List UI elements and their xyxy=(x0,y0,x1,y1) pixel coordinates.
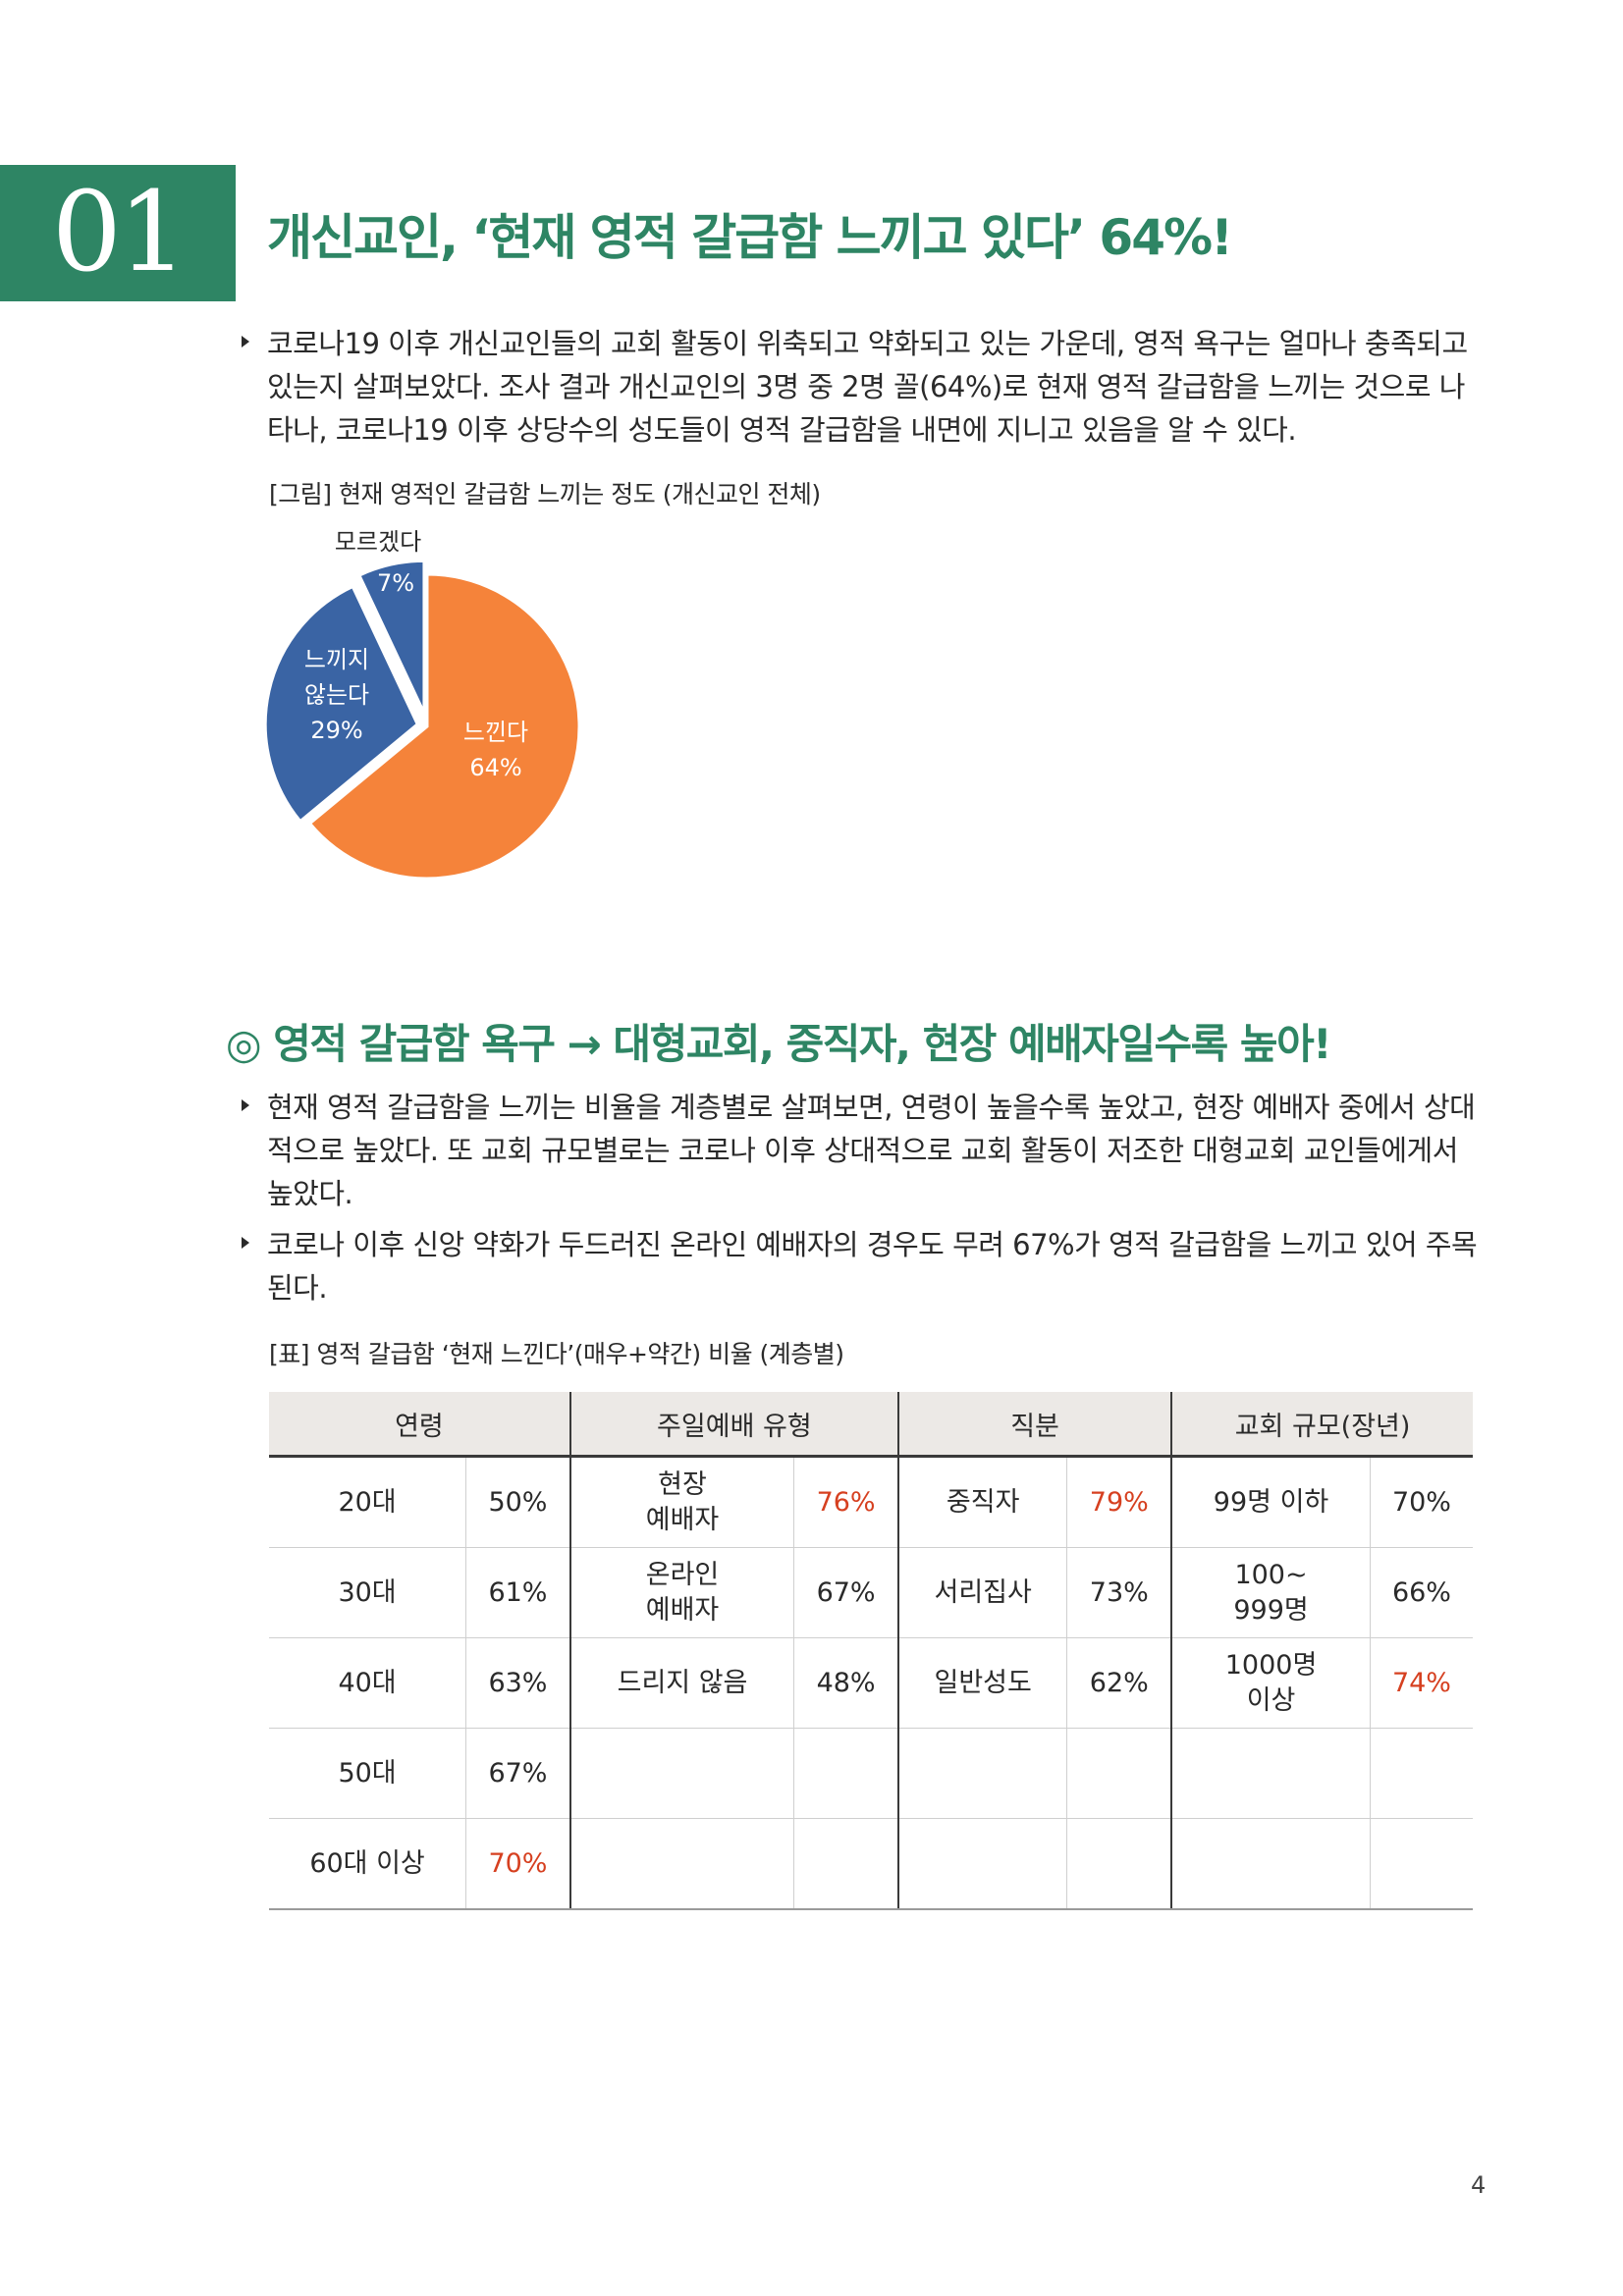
stats-table: 연령 주일예배 유형 직분 교회 규모(장년) 20대 50% 현장 예배자 76% 중직… xyxy=(269,1392,1473,1910)
table-cell xyxy=(1369,1728,1473,1819)
table-cell xyxy=(793,1728,898,1819)
table-cell: 79% xyxy=(1066,1456,1172,1548)
table-row: 30대 61% 온라인 예배자 67% 서리집사 73% 100~ 999명 66% xyxy=(269,1547,1473,1638)
table-cell: 60대 이상 xyxy=(269,1818,466,1910)
table-row: 60대 이상 70% xyxy=(269,1818,1473,1910)
pie-value-label: 29% xyxy=(310,717,362,744)
pie-slice xyxy=(263,584,420,824)
intro-text: 코로나19 이후 개신교인들의 교회 활동이 위축되고 약화되고 있는 가운데,… xyxy=(267,327,1468,447)
header-church-size: 교회 규모(장년) xyxy=(1170,1392,1473,1458)
section-title: 개신교인, ‘현재 영적 갈급함 느끼고 있다’ 64%! xyxy=(267,209,1233,266)
table-row: 40대 63% 드리지 않음 48% 일반성도 62% 1000명 이상 74% xyxy=(269,1637,1473,1729)
table-cell xyxy=(1369,1818,1473,1910)
pie-label: 느끼지 xyxy=(304,646,369,673)
section-number: 01 xyxy=(0,165,236,301)
table-cell: 온라인 예배자 xyxy=(568,1547,794,1638)
table-cell: 61% xyxy=(465,1547,570,1638)
table-cell: 30대 xyxy=(269,1547,466,1638)
pie-slice xyxy=(356,559,426,714)
table-cell: 50대 xyxy=(269,1728,466,1819)
table-cell xyxy=(896,1818,1067,1910)
table-row: 50대 67% xyxy=(269,1728,1473,1819)
pie-label: 모르겠다 xyxy=(335,528,421,556)
table-cell: 74% xyxy=(1369,1637,1473,1729)
table-cell: 일반성도 xyxy=(896,1637,1067,1729)
table-cell: 20대 xyxy=(269,1456,466,1548)
table-cell: 67% xyxy=(465,1728,570,1819)
pie-label: 않는다 xyxy=(304,681,369,709)
table-cell: 현장 예배자 xyxy=(568,1456,794,1548)
table-cell: 62% xyxy=(1066,1637,1172,1729)
table-cell: 100~ 999명 xyxy=(1170,1547,1371,1638)
bullet-marker-icon xyxy=(242,336,249,347)
table-row: 20대 50% 현장 예배자 76% 중직자 79% 99명 이하 70% xyxy=(269,1456,1473,1548)
bullet-text: 현재 영적 갈급함을 느끼는 비율을 계층별로 살펴보면, 연령이 높을수록 높… xyxy=(267,1091,1476,1210)
table-cell xyxy=(793,1818,898,1910)
bullet-text: 코로나 이후 신앙 약화가 두드러진 온라인 예배자의 경우도 무려 67%가 … xyxy=(267,1228,1478,1305)
intro-paragraph: 코로나19 이후 개신교인들의 교회 활동이 위축되고 약화되고 있는 가운데,… xyxy=(242,322,1485,452)
table-cell: 40대 xyxy=(269,1637,466,1729)
table-cell: 서리집사 xyxy=(896,1547,1067,1638)
pie-label: 느낀다 xyxy=(463,719,528,746)
pie-slice xyxy=(307,572,581,881)
table-cell: 48% xyxy=(793,1637,898,1729)
table-cell xyxy=(1066,1818,1172,1910)
table-cell: 드리지 않음 xyxy=(568,1637,794,1729)
subsection-title: ◎ 영적 갈급함 욕구 → 대형교회, 중직자, 현장 예배자일수록 높아! xyxy=(226,1020,1331,1068)
table-cell: 67% xyxy=(793,1547,898,1638)
table-cell xyxy=(1170,1818,1371,1910)
header-worship-type: 주일예배 유형 xyxy=(568,1392,898,1458)
table-cell: 66% xyxy=(1369,1547,1473,1638)
table-cell: 중직자 xyxy=(896,1456,1067,1548)
bullet-item-1: 현재 영적 갈급함을 느끼는 비율을 계층별로 살펴보면, 연령이 높을수록 높… xyxy=(242,1086,1485,1215)
bullet-marker-icon xyxy=(242,1099,249,1111)
table-cell: 99명 이하 xyxy=(1170,1456,1371,1548)
figure-caption: [그림] 현재 영적인 갈급함 느끼는 정도 (개신교인 전체) xyxy=(269,480,821,508)
table-caption: [표] 영적 갈급함 ‘현재 느낀다’(매우+약간) 비율 (계층별) xyxy=(269,1340,844,1368)
header-age: 연령 xyxy=(269,1392,570,1458)
table-header-row: 연령 주일예배 유형 직분 교회 규모(장년) xyxy=(269,1392,1473,1458)
header-position: 직분 xyxy=(896,1392,1172,1458)
table-cell: 63% xyxy=(465,1637,570,1729)
table-cell: 70% xyxy=(465,1818,570,1910)
table-cell: 70% xyxy=(1369,1456,1473,1548)
table-cell xyxy=(1066,1728,1172,1819)
table-cell: 1000명 이상 xyxy=(1170,1637,1371,1729)
table-cell xyxy=(1170,1728,1371,1819)
table-cell: 50% xyxy=(465,1456,570,1548)
table-cell: 76% xyxy=(793,1456,898,1548)
table-cell xyxy=(568,1728,794,1819)
bullet-marker-icon xyxy=(242,1237,249,1249)
bullet-item-2: 코로나 이후 신앙 약화가 두드러진 온라인 예배자의 경우도 무려 67%가 … xyxy=(242,1223,1485,1309)
page-number: 4 xyxy=(1471,2171,1487,2199)
pie-value-label: 7% xyxy=(377,569,414,597)
table-cell xyxy=(896,1728,1067,1819)
pie-value-label: 64% xyxy=(469,754,521,781)
table-cell: 73% xyxy=(1066,1547,1172,1638)
table-cell xyxy=(568,1818,794,1910)
